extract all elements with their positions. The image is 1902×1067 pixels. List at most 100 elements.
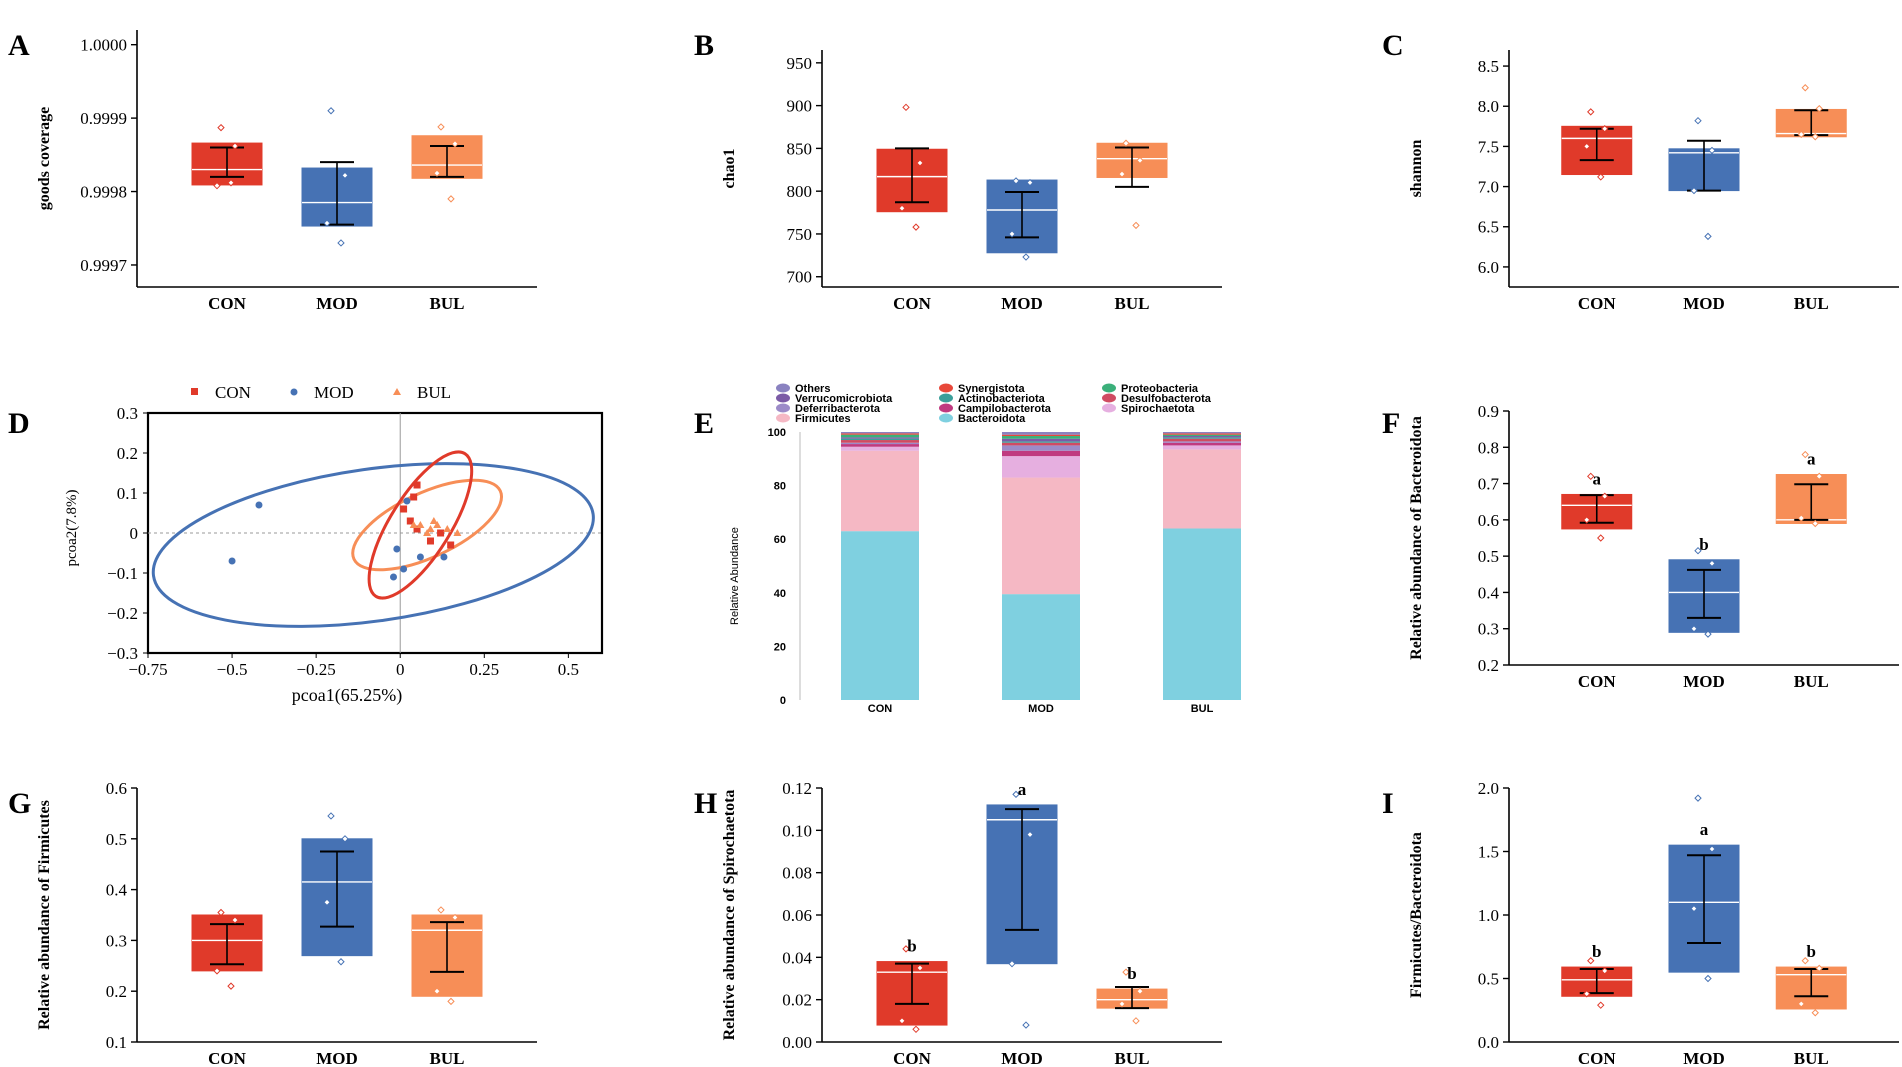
bar-segment-proteobacteria [1002, 436, 1080, 439]
y-tick-label: 800 [787, 182, 813, 201]
box-bul: b BUL [1096, 964, 1168, 1067]
x-tick-label: MOD [1683, 1049, 1725, 1067]
data-point [902, 945, 910, 953]
data-point [916, 159, 924, 167]
box-con: CON [191, 908, 263, 1067]
x-tick-label: CON [868, 703, 893, 715]
x-tick-label: MOD [316, 1049, 358, 1067]
y-tick-label: 7.0 [1478, 178, 1499, 197]
bar-segment-others [841, 432, 919, 434]
legend-swatch [1102, 383, 1116, 393]
data-point [1583, 516, 1591, 524]
y-tick-label: 7.5 [1478, 137, 1499, 156]
data-point [1597, 1001, 1605, 1009]
boxplot-B: B 700 750 800 850 900 950 chao1 CON MOD BUL [694, 29, 1222, 313]
data-point [1008, 230, 1016, 238]
legend-swatch [776, 413, 790, 423]
data-point [227, 982, 235, 990]
data-point [1797, 130, 1805, 139]
data-point [1587, 957, 1595, 965]
y-tick-label: 0.4 [106, 881, 128, 900]
data-point [447, 195, 455, 203]
box-mod: MOD [986, 177, 1058, 313]
box-bul: a BUL [1775, 450, 1847, 691]
point-con [400, 505, 408, 513]
point-bul [433, 521, 442, 528]
x-tick-label: CON [893, 1049, 932, 1067]
legend: Others Synergistota Proteobacteria Verrucom… [776, 383, 1212, 425]
y-tick-label: 100 [768, 427, 786, 439]
bar-segment-campilobacterota [1163, 442, 1241, 446]
box-bul: b BUL [1775, 942, 1847, 1067]
y-tick-label: 850 [787, 139, 813, 158]
box-mod: MOD [1668, 116, 1740, 313]
box-mod: a MOD [986, 780, 1058, 1067]
data-point [337, 239, 345, 247]
data-point [227, 179, 235, 187]
data-point [1136, 156, 1144, 165]
point-con [413, 525, 421, 533]
box-bul: BUL [1096, 139, 1168, 313]
data-point [1012, 177, 1020, 185]
legend-swatch [939, 393, 953, 403]
bar-segment-actinobacteriota [1002, 441, 1080, 443]
x-tick-label: BUL [1191, 703, 1214, 715]
data-point [1583, 990, 1591, 998]
box-con: CON [191, 123, 263, 313]
data-point [1708, 559, 1716, 568]
data-point [1815, 964, 1823, 973]
box-bul: BUL [1775, 84, 1847, 313]
y-tick-label: 0.1 [117, 484, 138, 503]
y-axis-label: Relative abundance of Bacteroidota [1408, 416, 1425, 660]
y-tick-label: 20 [774, 641, 786, 653]
bar-segment-actinobacteriota [1163, 437, 1241, 439]
y-tick-label: −0.2 [107, 604, 138, 623]
box-mod: MOD [301, 107, 373, 313]
y-tick-label: 0.08 [782, 864, 812, 883]
data-point [327, 812, 335, 820]
data-point [433, 987, 441, 995]
y-tick-label: 700 [787, 268, 813, 287]
data-point [1583, 142, 1591, 151]
y-tick-label: 0.5 [1478, 970, 1499, 989]
x-tick-label: 0.5 [558, 660, 579, 679]
y-tick-label: 0.00 [782, 1033, 812, 1052]
box-con: b CON [876, 937, 948, 1067]
point-mod [389, 573, 397, 581]
data-point [1708, 845, 1716, 853]
panel-label: E [694, 407, 714, 440]
bar-segment-campilobacterota [841, 444, 919, 447]
point-con [410, 493, 418, 501]
point-bul [409, 521, 418, 528]
y-tick-label: 0.10 [782, 821, 812, 840]
data-point [341, 171, 349, 180]
panel-label: G [8, 787, 31, 820]
legend-label: BUL [417, 383, 451, 402]
legend-label: Deferribacterota [795, 403, 881, 415]
x-axis-label: pcoa1(65.25%) [292, 685, 402, 706]
y-tick-label: −0.1 [107, 564, 138, 583]
data-point [1136, 987, 1144, 995]
point-con [406, 517, 414, 525]
box-mod: a MOD [1668, 794, 1740, 1067]
y-tick-label: 0.6 [106, 779, 127, 798]
box-bul: BUL [411, 123, 483, 313]
x-tick-label: CON [208, 294, 247, 313]
data-point [231, 916, 239, 924]
y-tick-label: 0.7 [1478, 475, 1500, 494]
x-tick-label: CON [1578, 672, 1617, 691]
point-mod [228, 557, 236, 565]
bar-segment-spirochaetota [1002, 456, 1080, 478]
significance-letter: b [1699, 535, 1708, 554]
point-mod [255, 501, 263, 509]
data-point [1815, 104, 1823, 113]
legend-label: Verrucomicrobiota [795, 393, 893, 405]
data-point [327, 107, 335, 115]
data-point [437, 123, 445, 131]
bar-segment-verrucomicrobiota [1002, 438, 1080, 442]
point-mod [403, 497, 411, 505]
x-tick-label: BUL [430, 294, 465, 313]
significance-letter: b [1807, 942, 1816, 961]
y-tick-label: 0.12 [782, 779, 812, 798]
